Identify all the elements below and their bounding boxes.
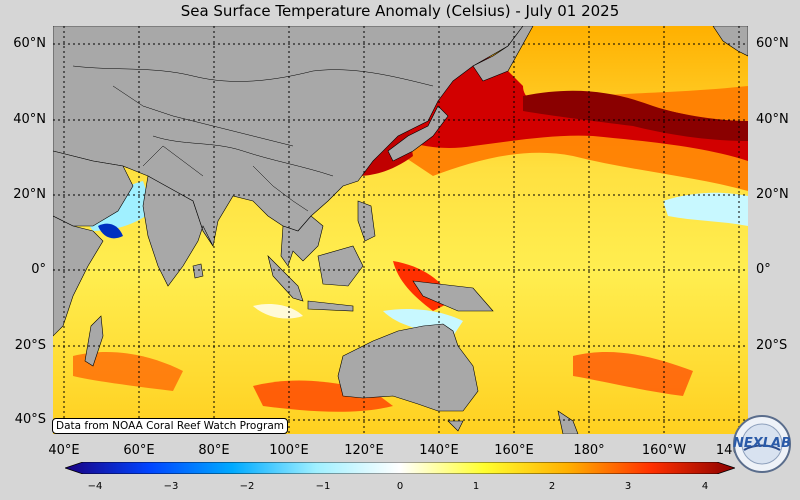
lat-label-right: 60°N: [756, 36, 789, 51]
logo-text: NEXLAB: [733, 436, 791, 451]
nexlab-logo: NEXLAB: [733, 415, 791, 473]
lat-label-left: 40°S: [14, 412, 46, 427]
lat-label-right: 20°S: [756, 338, 788, 353]
colorbar-tick: 0: [396, 481, 404, 492]
colorbar-tick: −3: [163, 481, 179, 492]
lat-label-right: 20°N: [756, 187, 789, 202]
colorbar: [65, 462, 735, 474]
lon-label: 160°E: [494, 443, 534, 458]
lat-label-left: 60°N: [13, 36, 46, 51]
lon-label: 60°E: [123, 443, 155, 458]
colorbar-tick: 4: [701, 481, 709, 492]
country-borders: [72, 65, 434, 212]
lat-label-left: 20°S: [14, 338, 46, 353]
map-canvas: [53, 26, 748, 434]
colorbar-tick: 3: [624, 481, 632, 492]
lon-label: 160°W: [641, 443, 687, 458]
lon-label: 80°E: [198, 443, 230, 458]
lat-label-right: 40°N: [756, 112, 789, 127]
north-america-landmass: [712, 26, 748, 57]
sst-anomaly-map: [53, 26, 748, 434]
lat-label-left: 40°N: [13, 112, 46, 127]
lat-label-right: 0°: [756, 262, 771, 277]
lon-label: 100°E: [269, 443, 309, 458]
lon-label: 120°E: [344, 443, 384, 458]
data-credit: Data from NOAA Coral Reef Watch Program: [52, 418, 288, 434]
lon-label: 180°: [573, 443, 605, 458]
lon-label: 40°E: [48, 443, 80, 458]
map-title: Sea Surface Temperature Anomaly (Celsius…: [180, 2, 620, 20]
india-landmass: [142, 175, 214, 287]
graticule: [53, 26, 748, 434]
indochina-landmass: [280, 215, 324, 267]
africa-landmass: [53, 215, 104, 337]
lat-label-left: 20°N: [13, 187, 46, 202]
colorbar-tick: 2: [548, 481, 556, 492]
colorbar-tick: 1: [472, 481, 480, 492]
colorbar-tick: −4: [87, 481, 103, 492]
colorbar-tick: −1: [315, 481, 331, 492]
lat-label-left: 0°: [31, 262, 46, 277]
lon-label: 140°E: [419, 443, 459, 458]
colorbar-tick: −2: [239, 481, 255, 492]
madagascar-landmass: [84, 315, 104, 367]
